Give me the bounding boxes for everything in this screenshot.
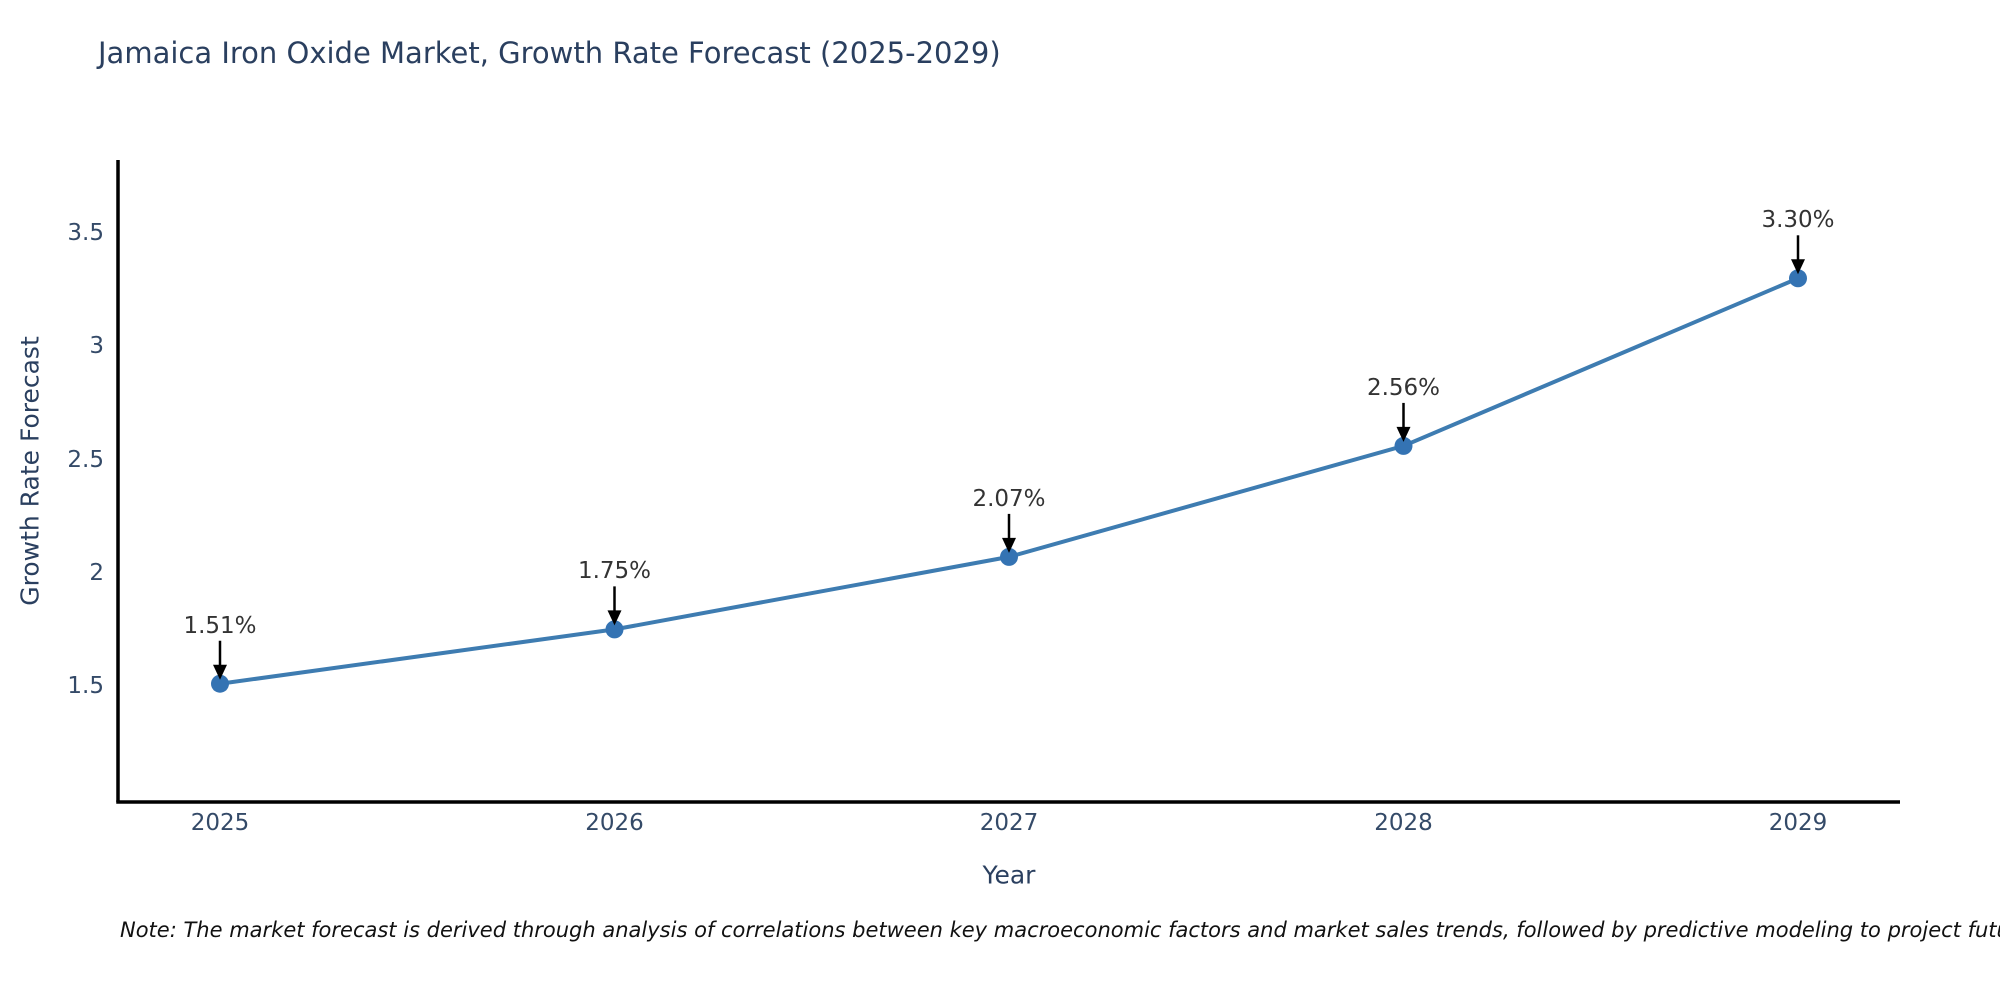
data-point-label: 3.30% [1761,207,1835,234]
y-tick-label: 3.5 [67,220,104,246]
y-tick-label: 2 [89,559,104,586]
x-tick-label: 2025 [190,810,250,836]
x-tick-label: 2028 [1374,810,1433,836]
data-point-label: 1.51% [183,612,257,639]
data-point-marker [1394,436,1413,455]
series-line [218,276,1800,686]
data-point-marker [1000,547,1018,566]
footnote: Note: The market forecast is derived thr… [120,918,2000,942]
annotation-arrow-head [1002,537,1016,553]
y-tick-label: 2.5 [67,446,104,473]
y-tick-label: 3 [89,333,104,360]
data-point-marker [605,620,624,639]
x-tick-label: 2029 [1768,810,1828,836]
x-tick-label: 2027 [979,810,1039,836]
data-point-label: 2.07% [972,485,1046,512]
x-tick-label: 2026 [585,810,644,836]
data-point-marker [211,674,229,693]
data-point-label: 1.75% [577,558,652,585]
annotation-arrow-head [213,664,227,680]
y-tick-label: 1.5 [67,673,104,699]
data-point-label: 2.56% [1366,374,1441,401]
x-axis-title: Year [982,860,1036,890]
annotation-arrow-head [1396,426,1411,442]
chart-title: Jamaica Iron Oxide Market, Growth Rate F… [98,36,1001,70]
y-axis-title: Growth Rate Forecast [15,336,45,606]
data-point-marker [1789,269,1807,288]
annotation-arrow-head [1791,259,1805,275]
annotation-arrow-head [607,610,622,626]
